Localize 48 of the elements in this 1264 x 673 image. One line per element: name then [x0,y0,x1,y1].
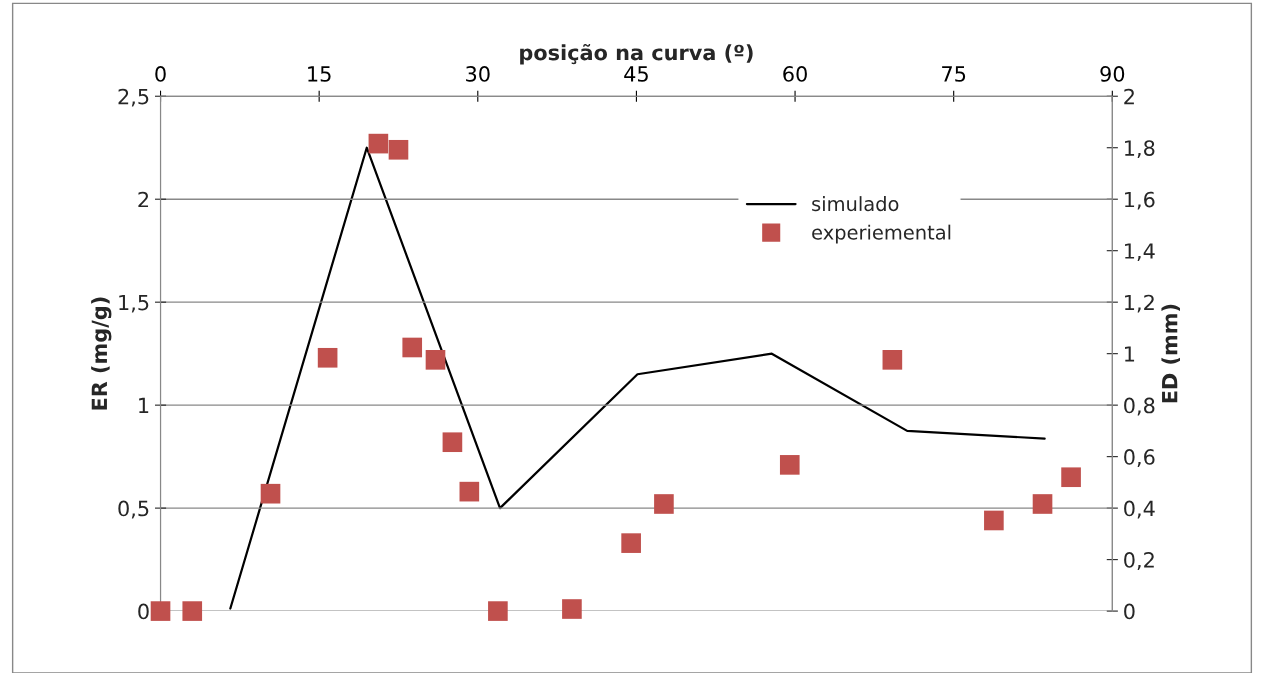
point [621,533,641,553]
point [182,601,203,621]
y-tick-label: 0,5 [118,500,149,519]
y2-tick-label: 0 [1124,603,1135,620]
legend-label: simulado [812,196,899,212]
y2-axis-title: ED (mm) [1161,304,1180,403]
x-tick-label: 30 [466,66,490,82]
x-tick-label: 45 [624,66,648,82]
point [459,481,480,502]
y2-tick-label: 0,2 [1124,552,1154,570]
point [562,599,582,619]
y2-tick-label: 0,8 [1124,397,1155,416]
y2-tick-label: 1,6 [1125,191,1155,210]
point [488,601,508,621]
legend-label: experiemental [812,224,951,244]
y2-tick-label: 0,4 [1124,500,1155,519]
y2-tick-label: 0,6 [1124,449,1155,467]
point [882,350,903,370]
point [402,337,423,358]
point [368,133,389,154]
y-tick-label: 2,5 [118,88,149,107]
y-axis-title: ER (mg/g) [91,297,112,410]
x-tick-label: 15 [308,66,331,82]
y2-tick-label: 1 [1125,346,1135,362]
y-tick-label: 1 [139,397,149,414]
x-axis-title: posição na curva (º) [520,43,753,65]
point [388,139,409,160]
y-tick-label: 0 [138,603,149,620]
point [260,483,281,504]
point [779,455,800,475]
point [317,347,338,368]
x-tick-label: 60 [783,66,807,82]
y2-tick-label: 1,4 [1125,243,1155,262]
x-tick-label: 90 [1100,66,1125,82]
y-tick-label: 1,5 [119,294,149,313]
y-tick-label: 2 [138,191,149,208]
point [1061,467,1081,488]
x-tick-label: 75 [942,66,966,82]
y2-tick-label: 2 [1124,88,1134,105]
point [654,494,674,514]
point [150,601,171,621]
x-tick-label: 0 [155,66,166,82]
point [1032,494,1053,514]
y2-tick-label: 1,2 [1125,294,1154,313]
point [984,510,1004,531]
y2-tick-label: 1,8 [1125,140,1155,159]
point [425,350,446,370]
point [442,432,463,453]
